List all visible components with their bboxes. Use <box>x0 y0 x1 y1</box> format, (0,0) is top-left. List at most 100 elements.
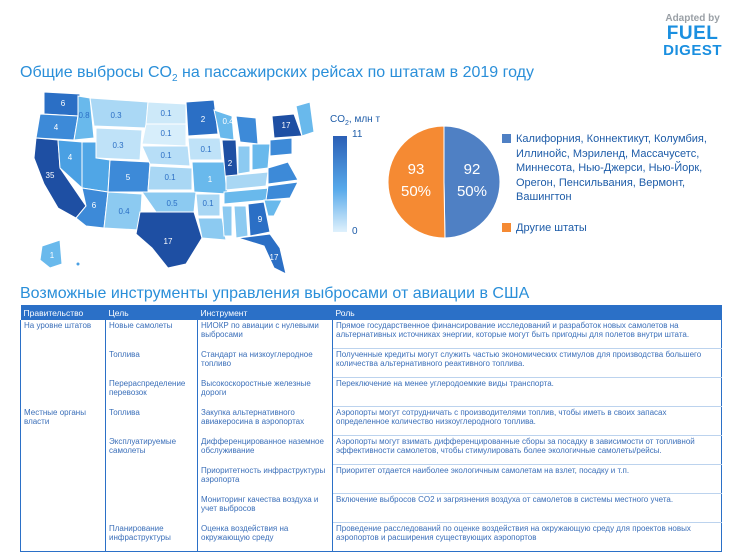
table-header-row: Правительство Цель Инструмент Роль <box>20 305 722 320</box>
map-state-ar <box>195 193 221 217</box>
fuel-digest-logo: Adapted by FUEL DIGEST <box>663 14 722 59</box>
cell-role: Полученные кредиты могут служить частью … <box>332 348 722 378</box>
map-state-pa <box>269 137 293 157</box>
table-row: На уровне штатов Новые самолеты НИОКР по а… <box>20 320 722 349</box>
cell-goal: Перераспределение перевозок <box>105 377 198 407</box>
cell-role: Приоритет отдается наиболее экологичным … <box>332 464 722 494</box>
map-state-oh <box>251 143 271 171</box>
cell-instrument: Дифференцированное наземное обслуживание <box>197 435 333 465</box>
map-label: 0.1 <box>160 109 172 118</box>
table-row: Мониторинг качества воздуха и учет выбро… <box>20 493 722 523</box>
map-label: 4 <box>54 123 59 132</box>
scale-min: 0 <box>352 226 358 237</box>
table-row: Топлива Стандарт на низкоуглеродное топли… <box>20 348 722 378</box>
cell-role: Переключение на менее углеродоемкие виды… <box>332 377 722 407</box>
map-state-fl <box>237 233 287 275</box>
map-state-tn <box>223 187 271 205</box>
map-state-nc <box>265 181 299 201</box>
pie-slice <box>387 125 446 239</box>
cell-role: Аэропорты могут сотрудничать с производи… <box>332 406 722 436</box>
scale-label: CO2, млн т <box>330 114 380 127</box>
map-state-mn <box>185 99 219 137</box>
cell-government <box>20 464 106 494</box>
logo-fuel-text: FUEL <box>666 23 719 44</box>
us-emissions-map: 6 0.3 0.1 2 0.3 0.1 0.8 4 0.1 0.1 0.4 35… <box>33 91 315 275</box>
map-label: 0.1 <box>202 199 214 208</box>
map-label: 2 <box>201 115 206 124</box>
map-state-new-england <box>295 101 315 137</box>
cell-goal: Топлива <box>105 348 198 378</box>
header-goal: Цель <box>105 305 198 320</box>
pie-value-label: 92 <box>464 161 481 178</box>
cell-role: Аэропорты могут взимать дифференцированн… <box>332 435 722 465</box>
map-state-ga <box>247 201 271 237</box>
pie-value-label: 93 <box>408 161 425 178</box>
pie-percent-label: 50% <box>401 183 431 200</box>
cell-government <box>20 522 106 552</box>
map-state-mi <box>235 115 259 145</box>
map-label: 17 <box>282 121 291 130</box>
cell-government <box>20 493 106 523</box>
map-state-al <box>233 205 249 239</box>
cell-goal: Топлива <box>105 406 198 436</box>
map-label: 0.8 <box>78 111 90 120</box>
map-state-ne <box>141 145 191 167</box>
map-state-ak <box>39 239 63 269</box>
map-state-va <box>267 161 299 185</box>
cell-government <box>20 377 106 407</box>
table-row: Эксплуатируемые самолеты Дифференцированн… <box>20 435 722 465</box>
cell-instrument: Мониторинг качества воздуха и учет выбро… <box>197 493 333 523</box>
map-label: 1 <box>208 175 213 184</box>
map-state-in <box>237 145 251 175</box>
map-label: 17 <box>270 253 279 262</box>
table-row: Приоритетность инфраструктуры аэропорта П… <box>20 464 722 494</box>
cell-instrument: Оценка воздействия на окружающую среду <box>197 522 333 552</box>
cell-goal <box>105 464 198 494</box>
map-label: 0.4 <box>222 117 234 126</box>
pie-slice <box>443 125 501 239</box>
cell-government <box>20 348 106 378</box>
cell-role: Включение выбросов CO2 и загрязнения воз… <box>332 493 722 523</box>
legend-item-group2: Другие штаты <box>502 221 726 236</box>
cell-goal: Новые самолеты <box>105 320 198 349</box>
map-label: 4 <box>68 153 73 162</box>
table-row: Местные органы власти Топлива Закупка альт… <box>20 406 722 436</box>
map-label: 0.4 <box>118 207 130 216</box>
map-label: 0.5 <box>166 199 178 208</box>
map-label: 0.1 <box>164 173 176 182</box>
map-label: 0.3 <box>112 141 124 150</box>
map-label: 5 <box>126 173 131 182</box>
tools-table: Правительство Цель Инструмент Роль На ур… <box>20 305 722 552</box>
cell-role: Проведение расследований по оценке возде… <box>332 522 722 552</box>
table-row: Перераспределение перевозок Высокоскорост… <box>20 377 722 407</box>
cell-government: На уровне штатов <box>20 320 106 349</box>
legend-label-group1: Калифорния, Коннектикут, Колумбия, Иллин… <box>516 133 707 203</box>
cell-instrument: Высокоскоростные железные дороги <box>197 377 333 407</box>
map-state-id <box>73 95 95 141</box>
cell-instrument: Стандарт на низкоуглеродное топливо <box>197 348 333 378</box>
chart-title-sub: 2 <box>171 73 178 85</box>
cell-goal: Эксплуатируемые самолеты <box>105 435 198 465</box>
map-state-sc <box>263 199 283 217</box>
header-role: Роль <box>332 305 722 320</box>
legend-swatch-orange <box>502 223 511 232</box>
cell-role: Прямое государственное финансирование ис… <box>332 320 722 349</box>
map-label: 6 <box>61 99 66 108</box>
map-state-la <box>197 217 227 241</box>
map-label: 0.3 <box>110 111 122 120</box>
map-state-ms <box>221 205 233 237</box>
cell-instrument: Закупка альтернативного авиакеросина в а… <box>197 406 333 436</box>
scale-label-co: CO <box>330 114 345 125</box>
map-label: 35 <box>46 171 55 180</box>
cell-government <box>20 435 106 465</box>
cell-goal: Планирование инфраструктуры <box>105 522 198 552</box>
map-state-hi <box>75 261 81 267</box>
map-state-ks <box>147 165 193 191</box>
map-label: 17 <box>164 237 173 246</box>
map-label: 0.1 <box>200 145 212 154</box>
legend-item-group1: Калифорния, Коннектикут, Колумбия, Иллин… <box>502 132 726 205</box>
map-label: 0.1 <box>160 129 172 138</box>
scale-label-suffix: , млн т <box>348 114 381 125</box>
table-row: Планирование инфраструктуры Оценка воздей… <box>20 522 722 552</box>
chart-title: Общие выбросы CO2 на пассажирских рейсах… <box>20 64 534 84</box>
